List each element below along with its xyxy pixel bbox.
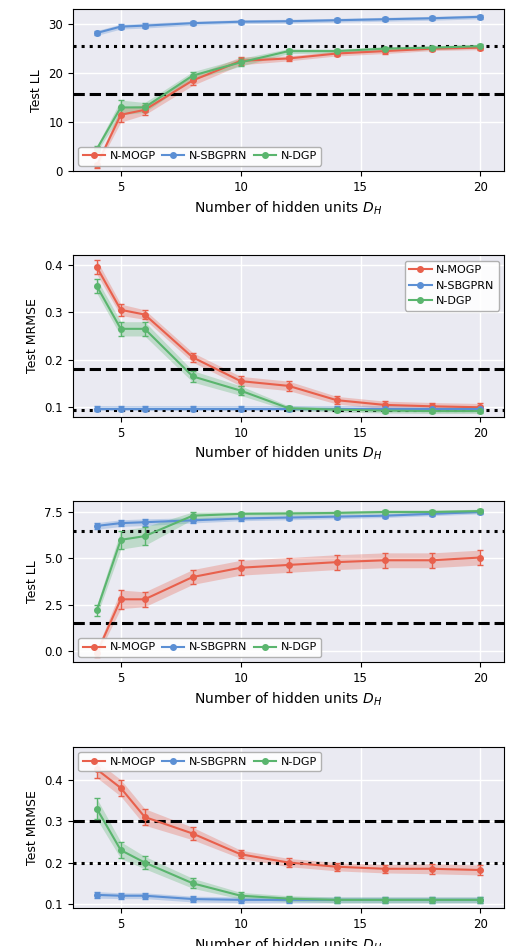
X-axis label: Number of hidden units $D_H$: Number of hidden units $D_H$ <box>194 200 383 217</box>
Y-axis label: Test MRMSE: Test MRMSE <box>26 790 39 865</box>
Y-axis label: Test LL: Test LL <box>30 69 43 112</box>
X-axis label: Number of hidden units $D_H$: Number of hidden units $D_H$ <box>194 691 383 709</box>
X-axis label: Number of hidden units $D_H$: Number of hidden units $D_H$ <box>194 937 383 946</box>
X-axis label: Number of hidden units $D_H$: Number of hidden units $D_H$ <box>194 445 383 463</box>
Y-axis label: Test LL: Test LL <box>26 560 39 603</box>
Legend: N-MOGP, N-SBGPRN, N-DGP: N-MOGP, N-SBGPRN, N-DGP <box>79 147 321 166</box>
Y-axis label: Test MRMSE: Test MRMSE <box>26 299 39 374</box>
Legend: N-MOGP, N-SBGPRN, N-DGP: N-MOGP, N-SBGPRN, N-DGP <box>405 261 499 310</box>
Legend: N-MOGP, N-SBGPRN, N-DGP: N-MOGP, N-SBGPRN, N-DGP <box>79 638 321 657</box>
Legend: N-MOGP, N-SBGPRN, N-DGP: N-MOGP, N-SBGPRN, N-DGP <box>79 752 321 771</box>
